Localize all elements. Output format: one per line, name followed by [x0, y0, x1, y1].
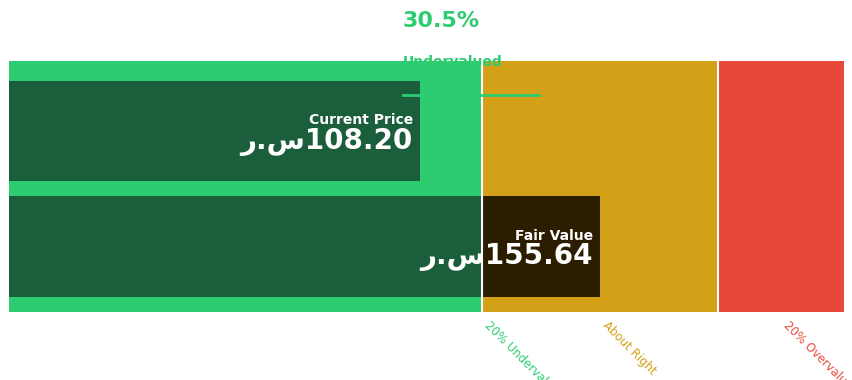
- Bar: [9, 61, 481, 312]
- Text: 20% Undervalued: 20% Undervalued: [481, 319, 565, 380]
- Text: ر.س108.20: ر.س108.20: [240, 128, 412, 156]
- Bar: [9, 81, 419, 181]
- Text: About Right: About Right: [599, 319, 658, 378]
- Bar: [9, 196, 481, 296]
- Text: Undervalued: Undervalued: [402, 55, 502, 69]
- Bar: [717, 61, 843, 312]
- Text: Fair Value: Fair Value: [515, 229, 592, 243]
- Bar: [481, 196, 599, 296]
- Text: Current Price: Current Price: [308, 113, 412, 127]
- Bar: [481, 61, 717, 312]
- Text: 20% Overvalued: 20% Overvalued: [780, 319, 852, 380]
- Text: ر.س155.64: ر.س155.64: [420, 243, 592, 271]
- Text: 30.5%: 30.5%: [402, 11, 479, 32]
